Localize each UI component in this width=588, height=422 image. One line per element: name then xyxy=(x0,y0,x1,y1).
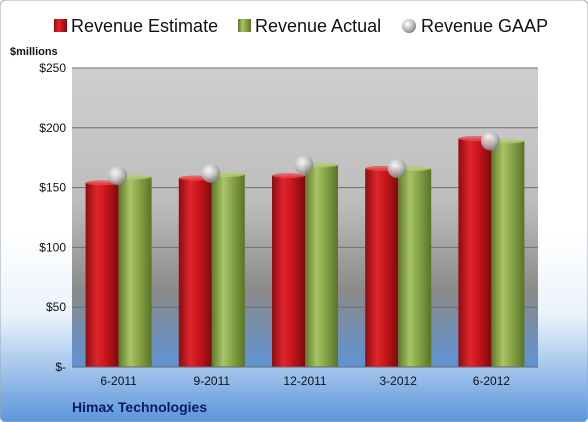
y-tick-label: $100 xyxy=(39,240,66,254)
x-axis-ticks: 6-2011 9-2011 12-2011 3-2012 6-2012 xyxy=(100,374,510,388)
bar-revenue-actual xyxy=(305,164,338,367)
x-tick-label: 6-2011 xyxy=(100,374,137,388)
x-tick-label: 6-2012 xyxy=(473,374,511,388)
y-tick-label: $200 xyxy=(39,121,66,135)
bar-top-revenue-estimate xyxy=(272,173,305,179)
x-tick-label: 9-2011 xyxy=(194,374,231,388)
x-tick-label: 3-2012 xyxy=(380,374,418,388)
legend-swatch-revenue-actual xyxy=(238,19,251,32)
marker-revenue-gaap xyxy=(387,158,407,178)
legend-label-revenue-actual: Revenue Actual xyxy=(255,16,381,36)
bar-revenue-estimate xyxy=(365,168,399,367)
bar-revenue-estimate xyxy=(458,138,492,367)
bar-revenue-estimate xyxy=(272,175,305,367)
marker-revenue-gaap xyxy=(108,166,128,186)
legend: Revenue Estimate Revenue Actual Revenue … xyxy=(54,16,548,36)
bar-revenue-estimate xyxy=(178,178,212,367)
bar-revenue-actual xyxy=(211,174,245,367)
legend-label-revenue-estimate: Revenue Estimate xyxy=(71,16,218,36)
bar-revenue-actual xyxy=(398,168,432,367)
marker-revenue-gaap xyxy=(480,131,500,151)
company-name: Himax Technologies xyxy=(72,399,207,415)
y-tick-label: $150 xyxy=(39,181,66,195)
marker-revenue-gaap xyxy=(201,163,221,183)
gaap-markers xyxy=(108,131,500,186)
bar-revenue-actual xyxy=(491,140,525,367)
legend-label-revenue-gaap: Revenue GAAP xyxy=(421,16,548,36)
bar-revenue-actual xyxy=(118,176,152,367)
y-tick-label: $250 xyxy=(39,61,66,75)
legend-swatch-revenue-gaap xyxy=(402,19,416,33)
bars xyxy=(85,136,525,367)
y-unit-label: $millions xyxy=(10,46,58,58)
y-tick-label: $50 xyxy=(46,300,66,314)
marker-revenue-gaap xyxy=(294,155,314,175)
y-tick-label: $- xyxy=(55,360,66,374)
bar-revenue-estimate xyxy=(85,182,119,367)
y-axis-ticks: $- $50 $100 $150 $200 $250 xyxy=(39,61,66,374)
legend-swatch-revenue-estimate xyxy=(54,19,67,32)
x-tick-label: 12-2011 xyxy=(283,374,326,388)
